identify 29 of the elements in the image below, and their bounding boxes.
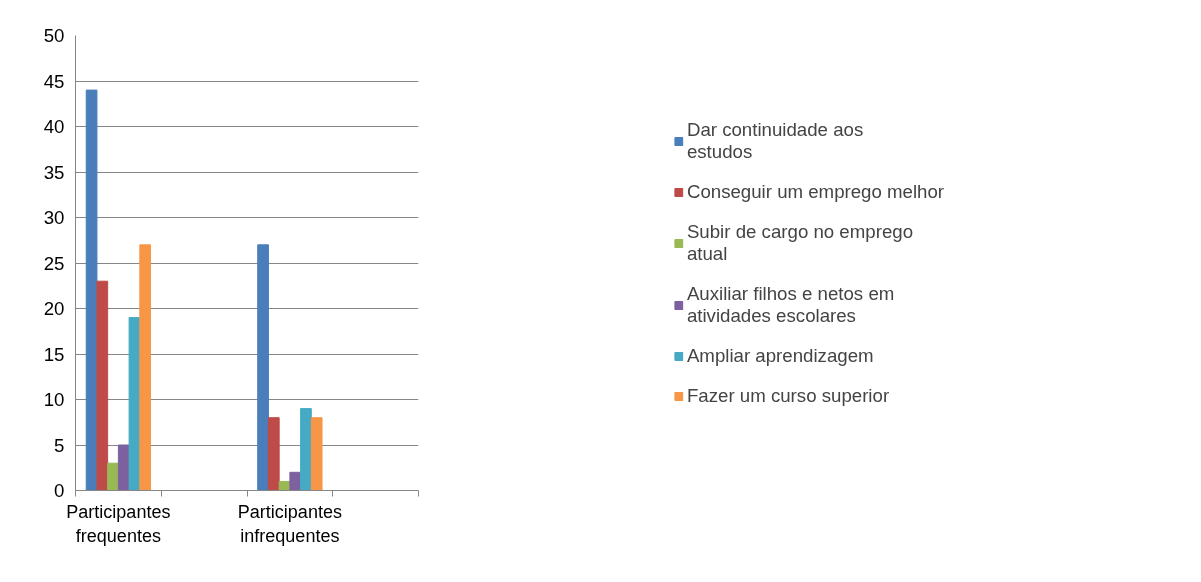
bar: [139, 244, 152, 491]
y-tick-label: 0: [54, 480, 65, 501]
y-tick-label: 20: [43, 298, 65, 319]
x-tick-label: Participantes frequentes: [66, 501, 171, 546]
legend-label: Ampliar aprendizagem: [686, 344, 874, 367]
y-tick-label: 25: [43, 252, 65, 274]
bar: [96, 280, 109, 491]
legend-label: Fazer um curso superior: [686, 384, 890, 407]
y-tick-label: 15: [43, 343, 65, 365]
bar: [107, 462, 119, 491]
y-tick-label: 40: [43, 116, 65, 137]
legend-label: Conseguir um emprego melhor: [686, 180, 945, 203]
bar: [257, 244, 269, 491]
y-tick-label: 45: [43, 70, 65, 92]
y-tick-label: 30: [43, 207, 65, 228]
y-tick-label: 35: [43, 161, 65, 183]
bar: [300, 408, 312, 491]
bar: [85, 89, 98, 491]
legend-label: Auxiliar filhos e netos em atividades escolares: [686, 282, 895, 327]
bar: [128, 317, 141, 491]
bar: [267, 417, 280, 491]
bar: [289, 471, 302, 491]
x-tick-label: Participantes infrequentes: [237, 501, 342, 546]
legend-label: Dar continuidade aos estudos: [686, 118, 864, 163]
y-tick-label: 5: [54, 434, 65, 456]
legend-label: Subir de cargo no emprego atual: [686, 220, 914, 265]
y-tick-label: 10: [43, 389, 65, 410]
y-tick-label: 50: [43, 25, 65, 46]
bar: [310, 417, 323, 491]
